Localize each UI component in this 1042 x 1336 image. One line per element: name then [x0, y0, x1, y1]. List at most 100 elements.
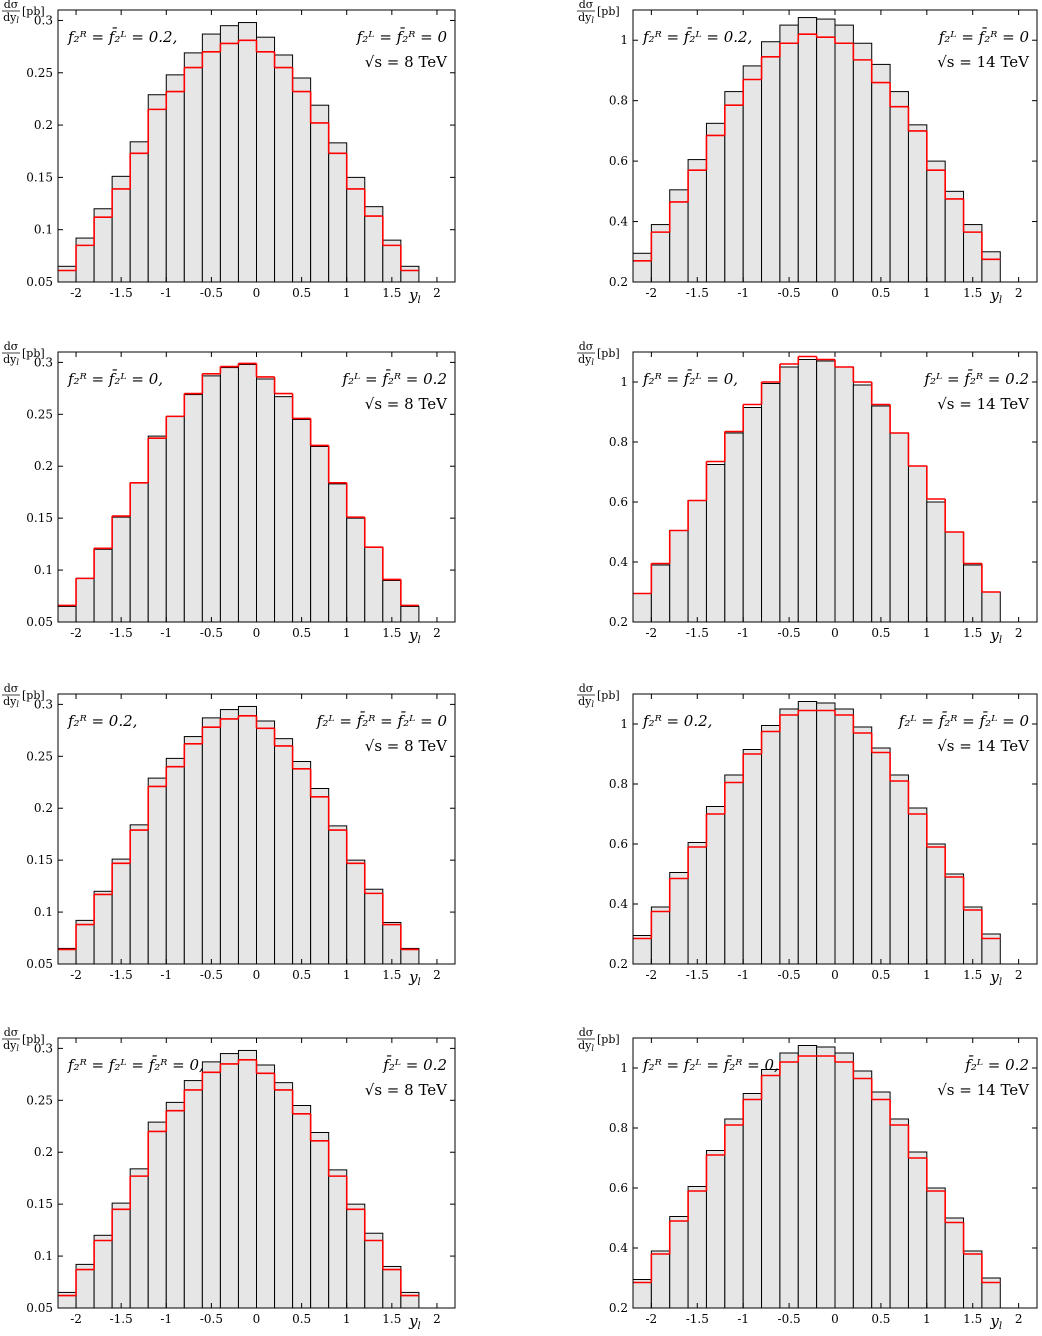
histogram-bar: [256, 378, 276, 623]
x-tick-label: 1: [343, 286, 351, 300]
histogram-bar: [57, 605, 77, 623]
panel-h: 0.2 0.4 0.6 0.8 1 -2 -1.5 -1 -0.5 0 0.5 1 1.5 2 dσdyl[…: [577, 1026, 1038, 1332]
x-tick-label: -1: [737, 1312, 749, 1326]
histogram-bar: [834, 1052, 854, 1309]
histogram-bar: [111, 1202, 131, 1309]
x-tick-label: 1.5: [382, 1312, 401, 1326]
histogram-bar: [632, 935, 652, 965]
annotation-right: f₂ᴸ = f̄₂ᴿ = 0: [356, 28, 448, 46]
y-axis-label-numerator: dσ: [579, 0, 594, 11]
histogram-bar: [93, 548, 113, 623]
histogram-bar: [364, 206, 384, 283]
annotation-energy: √s = 8 TeV: [365, 53, 448, 71]
histogram-bar: [147, 777, 167, 965]
y-tick-label: 0.1: [34, 905, 53, 919]
histogram-bar: [981, 591, 1001, 623]
histogram-bar: [129, 1168, 149, 1309]
x-tick-label: 2: [1015, 626, 1023, 640]
y-axis-unit: [pb]: [22, 689, 45, 702]
histogram-bar: [382, 239, 402, 283]
annotation-right: f₂ᴸ = f̄₂ᴿ = f̄₂ᴸ = 0: [316, 712, 448, 730]
histogram-bar: [816, 702, 836, 965]
x-tick-label: -0.5: [200, 1312, 223, 1326]
x-tick-label: 1.5: [382, 626, 401, 640]
y-axis-label-denominator: dyl: [578, 353, 594, 367]
annotation-energy: √s = 8 TeV: [365, 1081, 448, 1099]
histogram-bar: [292, 77, 312, 283]
histogram-bar: [834, 708, 854, 965]
histogram-bar: [669, 189, 689, 283]
x-tick-label: 1: [923, 968, 931, 982]
x-tick-label: 1.5: [963, 286, 982, 300]
histogram-bar: [871, 1091, 891, 1309]
y-tick-label: 0.2: [609, 615, 628, 629]
histogram-bar: [147, 94, 167, 283]
x-tick-label: 0: [831, 968, 839, 982]
histogram-bar: [129, 482, 149, 623]
x-tick-label: -1: [160, 1312, 172, 1326]
annotation-energy: √s = 14 TeV: [937, 53, 1030, 71]
histogram-bar: [779, 24, 799, 283]
y-tick-label: 0.8: [609, 1121, 628, 1135]
y-tick-label: 1: [620, 33, 628, 47]
y-tick-label: 0.3: [34, 13, 53, 27]
y-tick-label: 0.2: [34, 801, 53, 815]
histogram-bar: [201, 375, 221, 623]
histogram-bar: [256, 720, 276, 965]
y-tick-label: 0.6: [609, 1181, 628, 1195]
annotation-left: f₂ᴿ = f̄₂ᴸ = 0,: [67, 370, 163, 388]
x-tick-label: 1: [343, 968, 351, 982]
y-axis-label-denominator: dyl: [3, 11, 19, 25]
x-tick-label: 0.5: [871, 1312, 890, 1326]
x-tick-label: -2: [70, 286, 82, 300]
x-tick-label: 2: [433, 286, 441, 300]
x-tick-label: 1.5: [963, 626, 982, 640]
y-tick-label: 0.05: [26, 957, 53, 971]
x-tick-label: -1.5: [110, 1312, 133, 1326]
x-tick-label: -1.5: [110, 626, 133, 640]
panel-c: 0.05 0.1 0.15 0.2 0.25 0.3 -2 -1.5 -1 -0.5 0 0.5 1 1.…: [2, 340, 456, 646]
histogram-bar: [705, 806, 726, 965]
histogram-bar: [57, 947, 77, 965]
histogram-bar: [852, 42, 873, 283]
histogram-bar: [346, 1203, 366, 1309]
x-tick-label: 0.5: [292, 968, 311, 982]
histogram-bar: [256, 36, 276, 283]
histogram-bar: [742, 1093, 763, 1309]
annotation-left: f₂ᴿ = 0.2,: [642, 712, 712, 730]
x-axis-label: yl: [989, 626, 1002, 646]
histogram-bar: [963, 906, 983, 965]
histogram-bar: [963, 564, 983, 623]
x-tick-label: 0: [253, 626, 261, 640]
histogram-bar: [274, 738, 294, 965]
histogram-bar: [237, 705, 257, 965]
histogram-bar: [944, 873, 965, 965]
x-tick-label: -2: [646, 1312, 658, 1326]
histogram-bar: [779, 1052, 799, 1309]
y-tick-label: 1: [620, 375, 628, 389]
histogram-bar: [237, 22, 257, 283]
histogram-bar: [400, 265, 420, 283]
y-tick-label: 0.2: [609, 957, 628, 971]
y-tick-label: 0.3: [34, 1041, 53, 1055]
histogram-bar: [165, 757, 185, 965]
y-axis-unit: [pb]: [597, 347, 620, 360]
x-tick-label: 0.5: [292, 286, 311, 300]
histogram-bar: [889, 1118, 909, 1309]
y-tick-label: 0.25: [26, 749, 53, 763]
annotation-left: f₂ᴿ = f̄₂ᴸ = 0.2,: [67, 28, 177, 46]
histogram-bar: [669, 1216, 689, 1309]
x-tick-label: -1: [160, 286, 172, 300]
histogram-bar: [889, 91, 909, 283]
histogram-bar: [57, 265, 77, 283]
panel-d: 0.2 0.4 0.6 0.8 1 -2 -1.5 -1 -0.5 0 0.5 1 1.5 2 dσdyl[…: [577, 340, 1038, 646]
panel-g: 0.05 0.1 0.15 0.2 0.25 0.3 -2 -1.5 -1 -0.5 0 0.5 1 1.…: [2, 1026, 456, 1332]
histogram-bar: [981, 251, 1001, 283]
histogram-bar: [797, 1045, 818, 1309]
x-tick-label: -0.5: [200, 626, 223, 640]
histogram-bar: [944, 1217, 965, 1309]
y-tick-label: 0.4: [609, 897, 628, 911]
